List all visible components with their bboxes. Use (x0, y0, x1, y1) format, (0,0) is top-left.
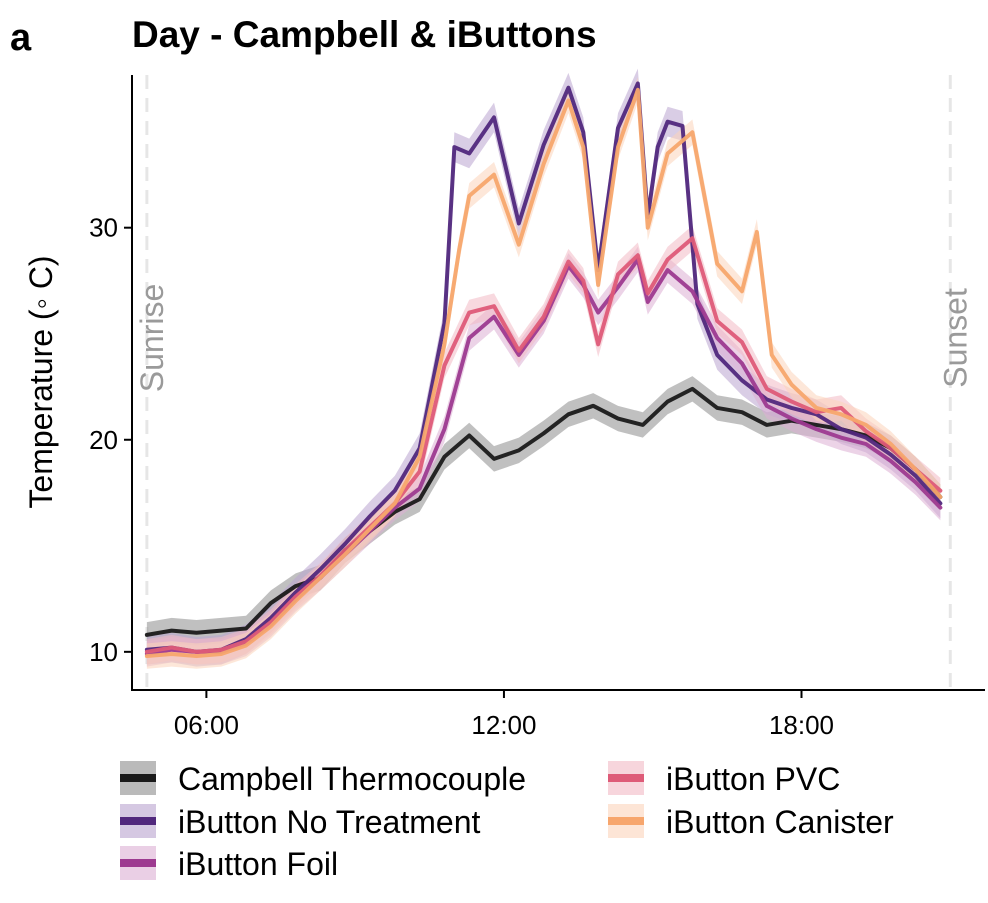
legend-label: iButton Canister (666, 804, 894, 840)
x-tick-label: 18:00 (769, 710, 834, 740)
chart-title: Day - Campbell & iButtons (132, 14, 597, 55)
legend-label: iButton PVC (666, 761, 840, 797)
legend-label: iButton Foil (178, 846, 338, 882)
ibutton-canister-line (144, 87, 943, 659)
campbell-thermocouple-band (146, 376, 941, 648)
sunrise-label: Sunrise (134, 284, 170, 393)
ibutton-pvc-line (144, 236, 943, 654)
legend-item-ibutton-foil: iButton Foil (120, 846, 338, 882)
x-tick-label: 12:00 (471, 710, 536, 740)
y-tick-label: 20 (89, 425, 118, 455)
legend: Campbell Thermocouple iButton No Treatmen… (120, 761, 894, 882)
event-lines: Sunrise Sunset (134, 75, 973, 690)
panel-letter: a (10, 17, 32, 59)
sunset-label: Sunset (937, 288, 973, 388)
legend-item-ibutton-canister: iButton Canister (608, 804, 894, 840)
axes (131, 75, 985, 691)
y-tick-label: 10 (89, 637, 118, 667)
legend-item-ibutton-pvc: iButton PVC (608, 761, 840, 797)
series-lines (144, 81, 943, 659)
y-axis-title: Temperature (◦ C) (23, 255, 59, 508)
y-tick-label: 30 (89, 213, 118, 243)
legend-item-ibutton-no-treatment: iButton No Treatment (120, 804, 480, 840)
legend-label: Campbell Thermocouple (178, 761, 526, 797)
legend-label: iButton No Treatment (178, 804, 480, 840)
y-ticks: 10 20 30 (89, 213, 132, 667)
legend-item-campbell-thermocouple: Campbell Thermocouple (120, 761, 526, 797)
x-ticks: 06:00 12:00 18:00 (174, 690, 834, 740)
ibutton-no-treatment-line (144, 81, 943, 654)
x-tick-label: 06:00 (174, 710, 239, 740)
